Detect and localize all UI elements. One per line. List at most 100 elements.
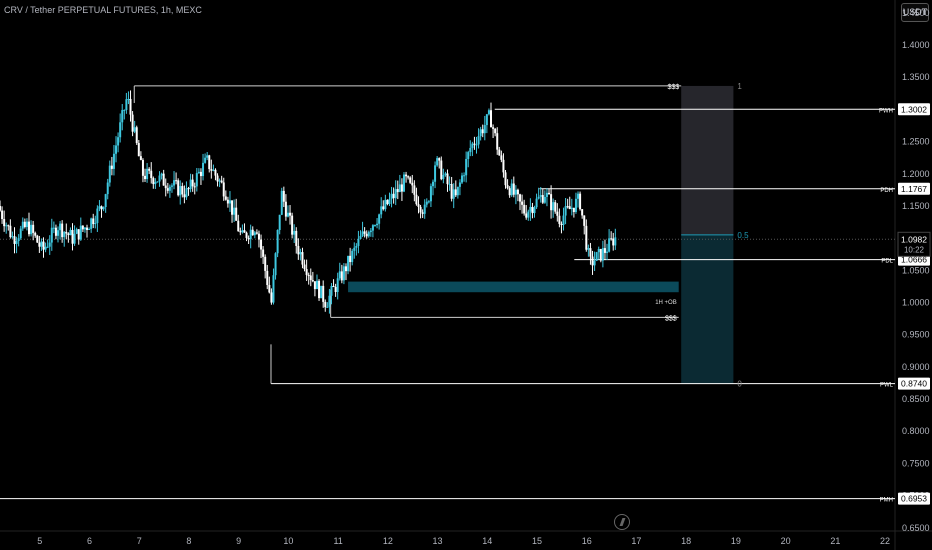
candle-body xyxy=(3,219,6,227)
candle-body xyxy=(129,98,132,115)
candle-body xyxy=(552,202,555,211)
candle-body xyxy=(463,175,466,177)
chart-level-lines xyxy=(0,85,895,500)
candle-body xyxy=(75,229,78,234)
candle-body xyxy=(86,227,89,230)
level-label-pdh: PDH xyxy=(880,188,893,194)
candle-body xyxy=(353,247,356,251)
candle-body xyxy=(46,246,49,248)
candle-body xyxy=(554,202,557,212)
candle-body xyxy=(461,175,464,183)
candle-body xyxy=(305,269,308,275)
candle-body xyxy=(243,230,246,233)
candle-body xyxy=(210,169,213,171)
candle-body xyxy=(146,168,149,180)
time-tick-label: 17 xyxy=(631,536,641,546)
time-tick-label: 6 xyxy=(87,536,92,546)
candle-body xyxy=(270,292,273,303)
candle-body xyxy=(262,249,265,257)
candle-body xyxy=(318,280,321,299)
level-label-pmh: PMH xyxy=(880,498,893,504)
candle-body xyxy=(195,173,198,187)
candle-body xyxy=(610,238,613,240)
candle-body xyxy=(363,231,366,234)
candle-body xyxy=(274,253,277,276)
candle-body xyxy=(581,209,584,216)
candle-body xyxy=(123,110,126,112)
fib-upper-zone xyxy=(681,85,734,235)
candle-body xyxy=(255,232,258,234)
candle-body xyxy=(519,194,522,202)
candle-body xyxy=(278,214,281,230)
candle-body xyxy=(131,114,134,132)
order-block-label: 1H +OB xyxy=(655,300,677,306)
candle-body xyxy=(150,170,153,179)
candle-body xyxy=(456,186,459,196)
candle-body xyxy=(158,175,161,182)
candle-body xyxy=(485,114,488,126)
candle-body xyxy=(92,218,95,225)
candle-body xyxy=(156,181,159,183)
candle-body xyxy=(289,212,292,216)
time-tick-label: 18 xyxy=(681,536,691,546)
candle-body xyxy=(579,193,582,210)
candle-body xyxy=(572,207,575,213)
candle-body xyxy=(599,248,602,261)
candle-body xyxy=(612,238,615,246)
candle-body xyxy=(593,260,596,266)
candle-body xyxy=(475,144,478,146)
candle-body xyxy=(251,229,254,236)
fib-lower-zone xyxy=(681,234,734,384)
candle-body xyxy=(388,198,391,205)
currency-button[interactable]: USDT xyxy=(901,3,929,22)
candle-body xyxy=(21,221,24,229)
candle-body xyxy=(231,200,234,215)
time-tick-label: 15 xyxy=(532,536,542,546)
time-tick-label: 16 xyxy=(582,536,592,546)
price-axis: 1.45001.40001.35001.30001.25001.20001.15… xyxy=(897,8,931,533)
candle-body xyxy=(500,155,503,160)
candle-body xyxy=(558,215,561,224)
candle-body xyxy=(44,246,47,250)
candle-body xyxy=(533,207,536,214)
candle-body xyxy=(490,110,493,128)
time-tick-label: 5 xyxy=(37,536,42,546)
candle-body xyxy=(477,136,480,145)
candle-body xyxy=(79,225,82,240)
price-tick-label: 1.2500 xyxy=(902,137,930,147)
candle-body xyxy=(166,188,169,191)
candle-body xyxy=(411,182,414,186)
time-tick-label: 11 xyxy=(333,536,342,546)
candle-body xyxy=(469,147,472,153)
candle-body xyxy=(502,159,505,173)
candle-body xyxy=(42,241,45,250)
candle-body xyxy=(193,186,196,188)
candle-body xyxy=(297,245,300,255)
candle-body xyxy=(185,188,188,198)
order-block-zone xyxy=(348,281,679,293)
candle-body xyxy=(601,248,604,261)
candle-body xyxy=(237,220,240,232)
candle-body xyxy=(483,125,486,134)
candle-body xyxy=(245,232,248,238)
candle-body xyxy=(431,181,434,187)
candle-body xyxy=(94,222,97,225)
candle-body xyxy=(452,189,455,199)
candle-body xyxy=(117,137,120,146)
candle-body xyxy=(139,156,142,160)
candle-body xyxy=(168,186,171,191)
candle-body xyxy=(177,180,180,196)
candle-body xyxy=(471,143,474,148)
candle-body xyxy=(197,171,200,174)
candle-body xyxy=(425,201,428,205)
candle-body xyxy=(494,128,497,134)
candle-body xyxy=(465,158,468,176)
candle-body xyxy=(9,225,12,238)
candle-body xyxy=(574,198,577,213)
candle-body xyxy=(226,199,229,204)
candle-body xyxy=(473,143,476,145)
candle-body xyxy=(587,248,590,250)
candle-body xyxy=(568,206,571,210)
candle-body xyxy=(303,264,306,270)
